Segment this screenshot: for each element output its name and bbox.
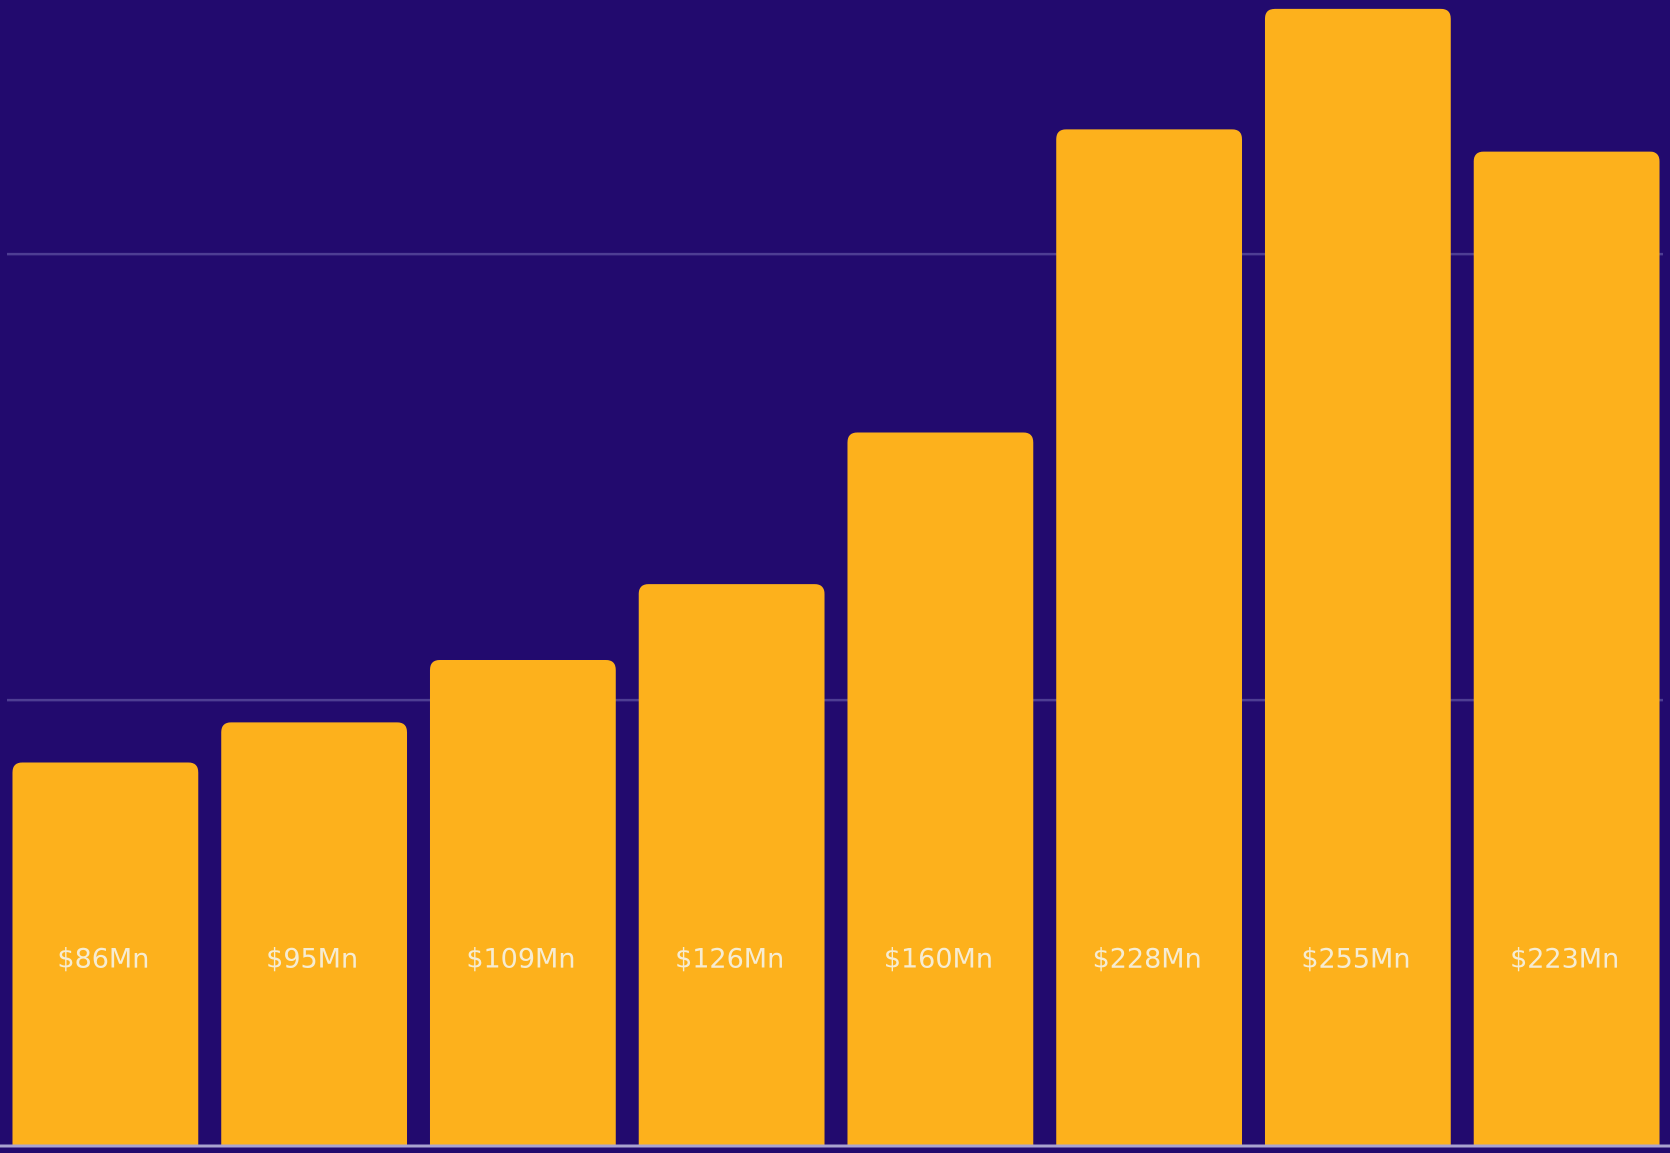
value-label: $255Mn bbox=[1301, 944, 1410, 975]
bar bbox=[1264, 8, 1451, 1146]
bar bbox=[429, 659, 616, 1146]
bar bbox=[12, 762, 199, 1146]
value-label: $109Mn bbox=[466, 944, 575, 975]
bar bbox=[1056, 129, 1243, 1146]
value-label: $160Mn bbox=[884, 944, 993, 975]
bar bbox=[221, 722, 408, 1146]
value-label: $228Mn bbox=[1093, 944, 1202, 975]
bar bbox=[1473, 151, 1660, 1146]
value-label: $86Mn bbox=[57, 944, 149, 975]
value-label: $95Mn bbox=[266, 944, 358, 975]
bar bbox=[638, 584, 825, 1146]
value-label: $126Mn bbox=[675, 944, 784, 975]
bar bbox=[847, 432, 1034, 1146]
value-label: $223Mn bbox=[1510, 944, 1619, 975]
